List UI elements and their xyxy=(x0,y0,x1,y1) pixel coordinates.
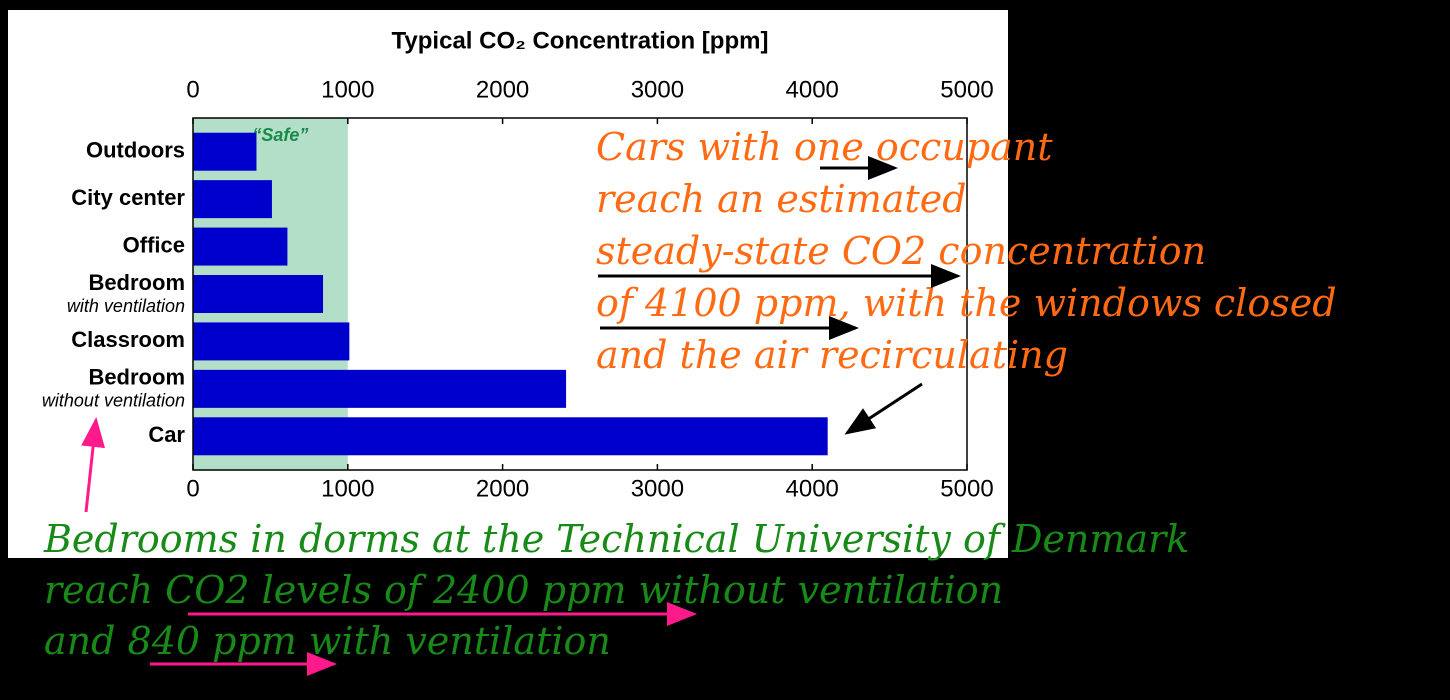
annotation-line: Cars with one occupant xyxy=(596,125,1053,169)
y-tick-label: City center xyxy=(71,185,185,210)
y-tick-label: Bedroom xyxy=(88,270,185,295)
chart-title: Typical CO₂ Concentration [ppm] xyxy=(392,27,769,54)
bar xyxy=(193,322,350,361)
x-tick-label: 1000 xyxy=(321,475,374,502)
bar xyxy=(193,417,828,456)
bar xyxy=(193,227,288,266)
y-tick-sublabel: without ventilation xyxy=(42,391,185,411)
annotation-line: reach CO2 levels of 2400 ppm without ven… xyxy=(44,568,1003,612)
x-tick-label: 0 xyxy=(186,76,199,103)
arrow xyxy=(844,382,923,435)
plot-frame xyxy=(192,117,968,471)
x-tick-label: 0 xyxy=(186,475,199,502)
y-tick-label: Office xyxy=(123,232,185,257)
chart-panel xyxy=(8,10,1008,558)
x-tick-label: 4000 xyxy=(786,76,839,103)
y-tick-label: Car xyxy=(148,422,185,447)
annotation-line: of 4100 ppm, with the windows closed xyxy=(596,281,1337,325)
y-tick-label: Bedroom xyxy=(88,365,185,390)
x-tick-label: 4000 xyxy=(786,475,839,502)
y-tick-sublabel: with ventilation xyxy=(67,296,185,316)
arrow xyxy=(81,417,106,513)
annotation-line: and the air recirculating xyxy=(596,333,1068,377)
annotation-line: Bedrooms in dorms at the Technical Unive… xyxy=(43,517,1189,561)
x-tick-label: 2000 xyxy=(476,475,529,502)
annotation-line: steady-state CO2 concentration xyxy=(596,229,1206,273)
annotation-line: and 840 ppm with ventilation xyxy=(44,619,611,663)
y-tick-label: Classroom xyxy=(71,327,185,352)
arrows xyxy=(81,156,961,676)
x-tick-label: 5000 xyxy=(940,475,993,502)
x-tick-label: 3000 xyxy=(631,76,684,103)
x-tick-label: 3000 xyxy=(631,475,684,502)
bar xyxy=(193,369,567,408)
bar xyxy=(193,275,324,313)
bar xyxy=(193,132,257,171)
x-tick-label: 1000 xyxy=(321,76,374,103)
annotation-line: reach an estimated xyxy=(596,177,967,221)
y-tick-label: Outdoors xyxy=(86,138,185,163)
bar xyxy=(193,180,272,219)
x-tick-label: 5000 xyxy=(940,76,993,103)
x-tick-label: 2000 xyxy=(476,76,529,103)
safe-label: “Safe” xyxy=(252,125,308,145)
